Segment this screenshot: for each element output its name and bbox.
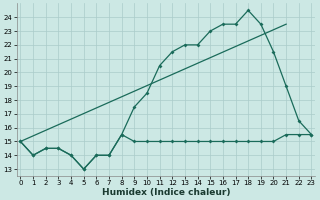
X-axis label: Humidex (Indice chaleur): Humidex (Indice chaleur)	[102, 188, 230, 197]
